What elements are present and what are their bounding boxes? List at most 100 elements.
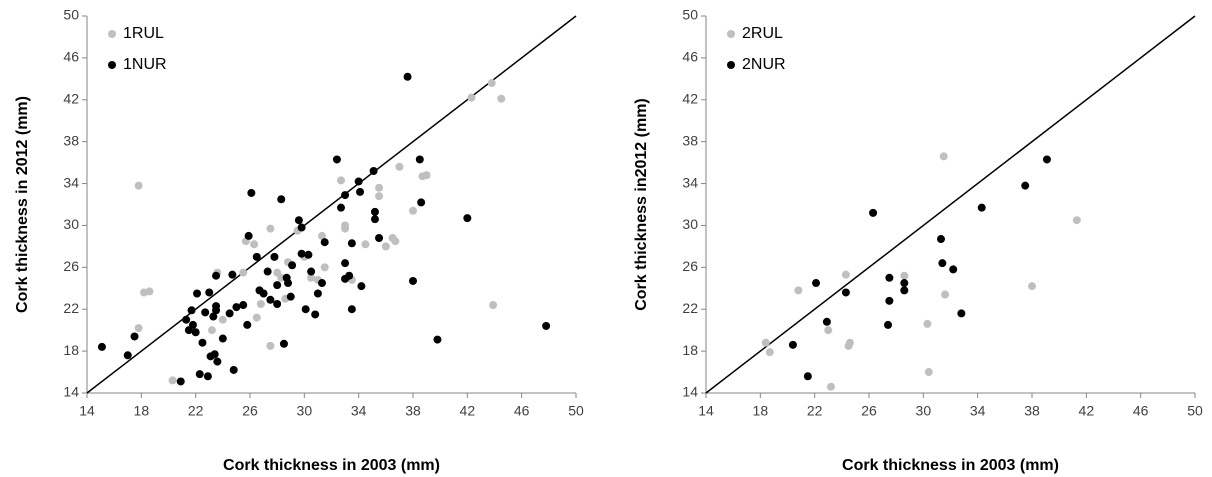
y-tick-label: 18 xyxy=(682,342,698,358)
y-tick-label: 50 xyxy=(63,7,79,23)
point xyxy=(239,301,248,310)
point xyxy=(370,207,379,216)
x-axis-title: Cork thickness in 2003 (mm) xyxy=(842,457,1059,474)
point xyxy=(361,240,370,249)
point xyxy=(188,320,197,329)
point xyxy=(487,79,496,88)
point xyxy=(266,341,275,350)
point xyxy=(936,235,945,244)
x-tick-label: 26 xyxy=(242,403,258,419)
point xyxy=(765,348,774,357)
point xyxy=(369,166,378,175)
y-tick-label: 22 xyxy=(63,300,79,316)
point xyxy=(239,268,248,277)
point xyxy=(1021,181,1030,190)
point xyxy=(347,305,356,314)
point xyxy=(822,317,831,326)
point xyxy=(826,382,835,391)
x-tick-label: 18 xyxy=(134,403,150,419)
point xyxy=(375,192,384,201)
point xyxy=(803,372,812,381)
y-tick-label: 14 xyxy=(63,384,79,400)
point xyxy=(812,279,821,288)
y-tick-label: 30 xyxy=(682,216,698,232)
point xyxy=(205,288,214,297)
point xyxy=(244,231,253,240)
point xyxy=(273,299,282,308)
point xyxy=(957,309,966,318)
point xyxy=(381,242,390,251)
x-tick-label: 30 xyxy=(916,403,932,419)
point xyxy=(332,155,341,164)
point xyxy=(182,315,191,324)
point xyxy=(307,267,316,276)
point xyxy=(123,351,132,360)
y-axis-title: Cork thickness in 2012 (mm) xyxy=(14,96,31,313)
point xyxy=(949,265,958,274)
y-tick-label: 34 xyxy=(682,174,698,190)
legend-marker xyxy=(727,61,735,69)
point xyxy=(337,176,346,185)
y-tick-label: 38 xyxy=(63,132,79,148)
point xyxy=(900,279,909,288)
y-tick-label: 42 xyxy=(63,90,79,106)
point xyxy=(232,303,241,312)
point xyxy=(284,279,293,288)
point xyxy=(433,335,442,344)
x-tick-label: 14 xyxy=(698,403,714,419)
point xyxy=(212,306,221,315)
point xyxy=(824,326,833,335)
x-tick-label: 26 xyxy=(861,403,877,419)
point xyxy=(923,319,932,328)
point xyxy=(256,299,265,308)
point xyxy=(193,289,202,298)
point xyxy=(252,252,261,261)
point xyxy=(375,183,384,192)
x-tick-label: 30 xyxy=(297,403,313,419)
point xyxy=(134,181,143,190)
x-tick-label: 50 xyxy=(568,403,584,419)
point xyxy=(297,223,306,232)
point xyxy=(203,372,212,381)
point xyxy=(403,72,412,81)
legend-marker xyxy=(108,30,116,38)
point xyxy=(924,368,933,377)
point xyxy=(884,320,893,329)
legend-label: 1RUL xyxy=(123,25,164,42)
legend-label: 2RUL xyxy=(742,25,783,42)
point xyxy=(229,365,238,374)
point xyxy=(941,290,950,299)
point xyxy=(497,94,506,103)
point xyxy=(939,152,948,161)
point xyxy=(869,208,878,217)
point xyxy=(294,216,303,225)
y-tick-label: 50 xyxy=(682,7,698,23)
point xyxy=(263,267,272,276)
point xyxy=(247,188,256,197)
point xyxy=(900,271,909,280)
x-tick-label: 38 xyxy=(405,403,421,419)
point xyxy=(168,376,177,385)
point xyxy=(845,338,854,347)
point xyxy=(198,338,207,347)
point xyxy=(788,340,797,349)
y-tick-label: 18 xyxy=(63,342,79,358)
legend-label: 2NUR xyxy=(742,56,786,73)
y-tick-label: 46 xyxy=(682,49,698,65)
y-tick-label: 46 xyxy=(63,49,79,65)
point xyxy=(320,263,329,272)
y-tick-label: 42 xyxy=(682,90,698,106)
point xyxy=(134,324,143,333)
legend-marker xyxy=(108,61,116,69)
point xyxy=(279,339,288,348)
point xyxy=(977,203,986,212)
point xyxy=(354,177,363,186)
x-tick-label: 38 xyxy=(1024,403,1040,419)
y-tick-label: 14 xyxy=(682,384,698,400)
x-tick-label: 14 xyxy=(79,403,95,419)
point xyxy=(341,221,350,230)
point xyxy=(341,191,350,200)
point xyxy=(345,271,354,280)
point xyxy=(286,292,295,301)
x-tick-label: 18 xyxy=(753,403,769,419)
